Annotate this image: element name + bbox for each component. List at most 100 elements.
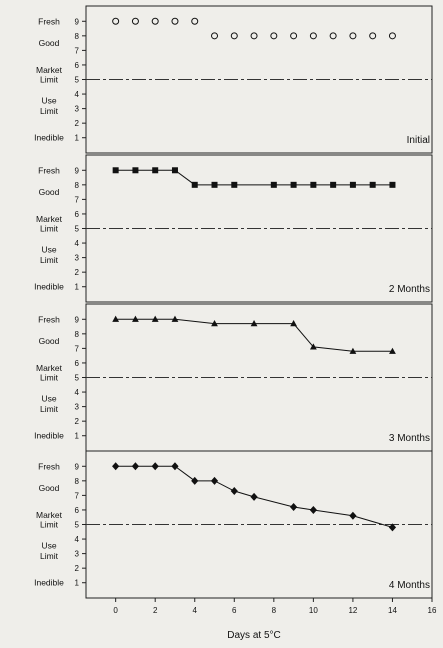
data-point-square xyxy=(171,167,178,174)
panel-label: 2 Months xyxy=(389,284,430,295)
y-category-label: Market xyxy=(36,65,63,75)
data-point-circle xyxy=(250,32,258,40)
data-point-circle xyxy=(388,32,396,40)
data-point-diamond xyxy=(131,462,140,471)
data-point-diamond xyxy=(210,476,219,485)
y-tick-label: 2 xyxy=(75,564,80,573)
y-category-label: Good xyxy=(39,483,60,493)
y-category-label: Use xyxy=(41,96,56,106)
chart-panels: 123456789FreshGoodMarketLimitUseLimitIne… xyxy=(34,5,433,599)
y-tick-label: 8 xyxy=(75,181,80,190)
y-tick-label: 3 xyxy=(75,254,80,263)
data-point-circle xyxy=(290,32,298,40)
data-point-diamond xyxy=(230,487,238,496)
y-category-label: Inedible xyxy=(34,282,64,292)
panel-label: 4 Months xyxy=(389,580,430,591)
data-point-triangle xyxy=(112,315,120,322)
data-point-square xyxy=(349,181,356,188)
data-point-diamond xyxy=(191,476,199,485)
data-point-diamond xyxy=(112,462,120,471)
y-category-label: Market xyxy=(36,214,63,224)
panel-label: 3 Months xyxy=(389,433,430,444)
data-point-circle xyxy=(349,32,357,40)
panel-1: 123456789FreshGoodMarketLimitUseLimitIne… xyxy=(34,154,433,303)
y-tick-label: 7 xyxy=(75,344,80,353)
y-tick-label: 1 xyxy=(75,432,80,441)
data-point-triangle xyxy=(389,347,396,354)
y-category-label: Limit xyxy=(40,106,59,116)
y-tick-label: 2 xyxy=(75,268,80,277)
y-tick-label: 8 xyxy=(75,477,80,486)
y-tick-label: 3 xyxy=(75,403,80,412)
x-tick-label: 14 xyxy=(388,606,397,615)
y-category-label: Market xyxy=(36,510,63,520)
y-tick-label: 5 xyxy=(75,374,80,383)
y-tick-label: 2 xyxy=(75,417,80,426)
y-category-label: Good xyxy=(39,187,60,197)
y-tick-label: 3 xyxy=(75,550,80,559)
y-tick-label: 4 xyxy=(75,239,80,248)
data-point-circle xyxy=(329,32,337,40)
y-category-label: Use xyxy=(41,245,56,255)
y-category-label: Use xyxy=(41,394,56,404)
y-category-label: Fresh xyxy=(38,314,60,324)
data-point-circle xyxy=(230,32,238,40)
series-line xyxy=(115,318,393,352)
y-category-label: Limit xyxy=(40,520,59,530)
y-category-label: Fresh xyxy=(38,165,60,175)
y-tick-label: 5 xyxy=(75,76,80,85)
x-tick-label: 2 xyxy=(153,606,158,615)
y-category-label: Limit xyxy=(40,404,59,414)
data-point-circle xyxy=(309,32,317,40)
y-tick-label: 6 xyxy=(75,359,80,368)
x-tick-label: 12 xyxy=(348,606,357,615)
data-point-diamond xyxy=(290,503,298,512)
data-point-circle xyxy=(171,17,179,25)
y-category-label: Good xyxy=(39,38,60,48)
panel-3: 123456789FreshGoodMarketLimitUseLimitIne… xyxy=(34,450,433,599)
y-tick-label: 7 xyxy=(75,195,80,204)
x-tick-label: 4 xyxy=(193,606,198,615)
y-tick-label: 9 xyxy=(75,462,80,471)
data-point-square xyxy=(290,181,297,188)
data-point-triangle xyxy=(250,320,258,327)
data-point-square xyxy=(132,167,139,174)
y-tick-label: 5 xyxy=(75,225,80,234)
data-point-circle xyxy=(369,32,377,40)
panel-label: Initial xyxy=(407,135,430,146)
y-category-label: Limit xyxy=(40,75,59,85)
data-point-diamond xyxy=(171,462,179,471)
data-point-square xyxy=(369,181,376,188)
data-point-square xyxy=(310,181,317,188)
y-tick-label: 1 xyxy=(75,134,80,143)
y-tick-label: 6 xyxy=(75,61,80,70)
x-axis: 0 2 4 6 8 10 12 14 16 xyxy=(113,598,437,615)
data-point-diamond xyxy=(151,462,159,471)
panel-0: 123456789FreshGoodMarketLimitUseLimitIne… xyxy=(34,5,433,154)
y-tick-label: 7 xyxy=(75,46,80,55)
data-point-triangle xyxy=(309,343,317,350)
y-category-label: Market xyxy=(36,363,63,373)
y-tick-label: 8 xyxy=(75,330,80,339)
y-tick-label: 9 xyxy=(75,166,80,175)
x-tick-label: 0 xyxy=(113,606,118,615)
y-tick-label: 4 xyxy=(75,90,80,99)
y-tick-label: 4 xyxy=(75,388,80,397)
data-point-diamond xyxy=(309,505,317,514)
y-tick-label: 9 xyxy=(75,17,80,26)
data-point-triangle xyxy=(349,347,357,354)
y-category-label: Limit xyxy=(40,373,59,383)
data-point-square xyxy=(231,181,238,188)
data-point-diamond xyxy=(250,492,258,501)
y-category-label: Limit xyxy=(40,255,59,265)
data-point-triangle xyxy=(132,315,139,322)
data-point-circle xyxy=(131,17,139,25)
x-tick-label: 10 xyxy=(309,606,318,615)
data-point-circle xyxy=(270,32,278,40)
y-category-label: Inedible xyxy=(34,431,64,441)
data-point-triangle xyxy=(151,315,159,322)
y-category-label: Limit xyxy=(40,224,59,234)
y-tick-label: 2 xyxy=(75,119,80,128)
y-tick-label: 3 xyxy=(75,105,80,114)
x-tick-label: 6 xyxy=(232,606,237,615)
